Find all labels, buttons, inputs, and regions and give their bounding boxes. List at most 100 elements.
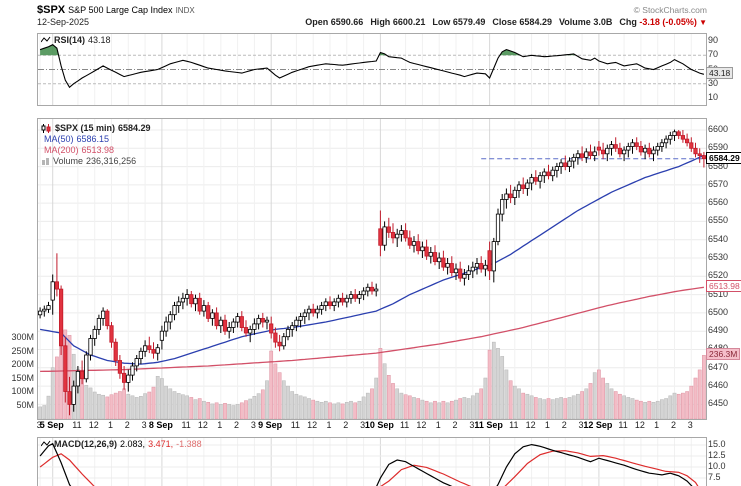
price-axis-label: 6570 xyxy=(708,178,729,189)
x-axis-label: 12 xyxy=(634,420,645,430)
chart-subheader: 12-Sep-2025 Open 6590.66 High 6600.21 Low … xyxy=(37,17,707,29)
rsi-axis-label: 90 xyxy=(708,35,719,46)
stat-volume: Volume 3.0B xyxy=(558,17,613,27)
x-axis-label: 2 xyxy=(343,420,349,430)
ma200-legend: MA(200) 6513.98 xyxy=(41,145,114,155)
price-panel xyxy=(37,118,707,420)
x-axis-label: 3 xyxy=(469,420,475,430)
rsi-axis-label: 10 xyxy=(708,91,719,102)
price-axis-label: 6460 xyxy=(708,380,729,391)
x-axis-label: 11 xyxy=(618,420,628,430)
x-axis-label: 1 xyxy=(326,420,332,430)
ma50-legend: MA(50) 6586.15 xyxy=(41,134,109,144)
x-axis-label: 12 xyxy=(416,420,427,430)
x-axis-label: 1 xyxy=(654,420,660,430)
x-axis-label: 1 xyxy=(544,420,550,430)
volume-axis-label: 150M xyxy=(11,372,34,383)
copyright: © StockCharts.com xyxy=(633,5,707,15)
x-axis-label: 12 xyxy=(525,420,536,430)
exchange-tag: INDX xyxy=(175,6,195,15)
volume-axis-label: 300M xyxy=(11,332,34,342)
rsi-panel xyxy=(37,33,707,106)
price-axis-label: 6490 xyxy=(708,325,729,336)
price-plot xyxy=(38,119,706,419)
price-axis-label: 6470 xyxy=(708,361,729,372)
indicator-line-icon xyxy=(41,440,51,447)
price-axis-label: 6530 xyxy=(708,252,729,263)
x-axis-label: 3 xyxy=(250,420,256,430)
x-axis-label: 1 xyxy=(217,420,223,430)
macd-axis-label: 10.0 xyxy=(708,461,726,471)
rsi-legend: RSI(14) 43.18 xyxy=(41,35,111,45)
price-axis-label: 6590 xyxy=(708,142,729,153)
volume-bars-icon xyxy=(42,158,49,165)
price-axis-label: 6600 xyxy=(708,123,729,134)
symbol-name: S&P 500 Large Cap Index xyxy=(68,5,173,15)
x-axis-label: 3 xyxy=(360,420,366,430)
volume-value-badge: 236.3M xyxy=(706,348,741,361)
rsi-legend-label: RSI(14) xyxy=(54,35,86,45)
stat-high: High 6600.21 xyxy=(370,17,426,27)
volume-legend: Volume 236,316,256 xyxy=(41,156,136,166)
ma200-value-badge: 6513.98 xyxy=(706,280,741,293)
chart-header: $SPX S&P 500 Large Cap Index INDX © StockC… xyxy=(37,4,707,16)
volume-axis-label: 250M xyxy=(11,345,34,356)
macd-panel xyxy=(37,437,707,486)
rsi-plot xyxy=(38,34,706,105)
stat-open: Open 6590.66 xyxy=(305,17,364,27)
macd-legend-label: MACD(12,26,9) xyxy=(54,439,118,449)
symbol: $SPX xyxy=(37,4,66,16)
x-axis-label: 11 xyxy=(181,420,191,430)
price-axis-label: 6580 xyxy=(708,160,729,171)
ma200-legend-label: MA(200) xyxy=(44,145,79,155)
x-axis-label: 3 xyxy=(578,420,584,430)
chart-date: 12-Sep-2025 xyxy=(37,17,90,27)
indicator-line-icon xyxy=(41,36,51,43)
x-axis-label: 12 Sep xyxy=(583,420,613,430)
x-axis-label: 3 xyxy=(687,420,693,430)
x-axis-label: 11 xyxy=(509,420,519,430)
macd-legend: MACD(12,26,9) 2.083, 3.471, -1.388 xyxy=(41,439,202,449)
volume-axis-label: 100M xyxy=(11,386,34,396)
rsi-axis-label: 70 xyxy=(708,49,719,60)
macd-axis-label: 15.0 xyxy=(708,439,726,449)
x-axis-label: 2 xyxy=(561,420,567,430)
x-axis-label: 12 xyxy=(307,420,318,430)
symbol-legend: $SPX (15 min) 6584.29 xyxy=(41,123,151,133)
x-axis-label: 2 xyxy=(452,420,458,430)
x-axis-label: 1 xyxy=(108,420,114,430)
rsi-value-badge: 43.18 xyxy=(706,67,734,80)
stat-chg: Chg -3.18 (-0.05%) ▼ xyxy=(619,17,707,27)
x-axis-label: 11 xyxy=(290,420,301,430)
ohlc-stats: Open 6590.66 High 6600.21 Low 6579.49 Close… xyxy=(298,17,707,27)
x-axis-label: 12 xyxy=(197,420,208,430)
price-axis-label: 6520 xyxy=(708,270,729,281)
x-axis-label: 11 xyxy=(72,420,82,430)
volume-axis-label: 200M xyxy=(11,359,34,369)
x-axis-label: 11 Sep xyxy=(474,420,503,430)
x-axis-label: 1 xyxy=(435,420,441,430)
symbol-legend-label: $SPX (15 min) xyxy=(55,123,116,133)
x-axis-label: 2 xyxy=(670,420,676,430)
volume-axis-label: 50M xyxy=(16,399,34,410)
price-axis-label: 6540 xyxy=(708,233,729,244)
x-axis-label: 3 xyxy=(36,420,42,430)
symbol-legend-value: 6584.29 xyxy=(118,123,151,133)
x-axis-label: 10 Sep xyxy=(364,420,394,430)
x-axis-label: 3 xyxy=(141,420,147,430)
price-axis-label: 6550 xyxy=(708,215,729,226)
macd-axis-label: 7.5 xyxy=(708,472,721,482)
ma200-legend-value: 6513.98 xyxy=(81,145,115,155)
price-axis-label: 6510 xyxy=(708,288,729,299)
x-axis-label: 2 xyxy=(124,420,130,430)
stat-low: Low 6579.49 xyxy=(432,17,486,27)
volume-legend-label: Volume xyxy=(53,156,84,166)
x-axis-label: 8 Sep xyxy=(148,420,173,430)
stat-close: Close 6584.29 xyxy=(492,17,552,27)
x-axis-label: 5 Sep xyxy=(39,420,64,430)
rsi-legend-value: 43.18 xyxy=(88,35,111,45)
x-axis-label: 2 xyxy=(234,420,240,430)
ma50-legend-value: 6586.15 xyxy=(76,134,110,144)
price-axis-label: 6560 xyxy=(708,197,729,208)
rsi-axis-label: 30 xyxy=(708,77,719,88)
